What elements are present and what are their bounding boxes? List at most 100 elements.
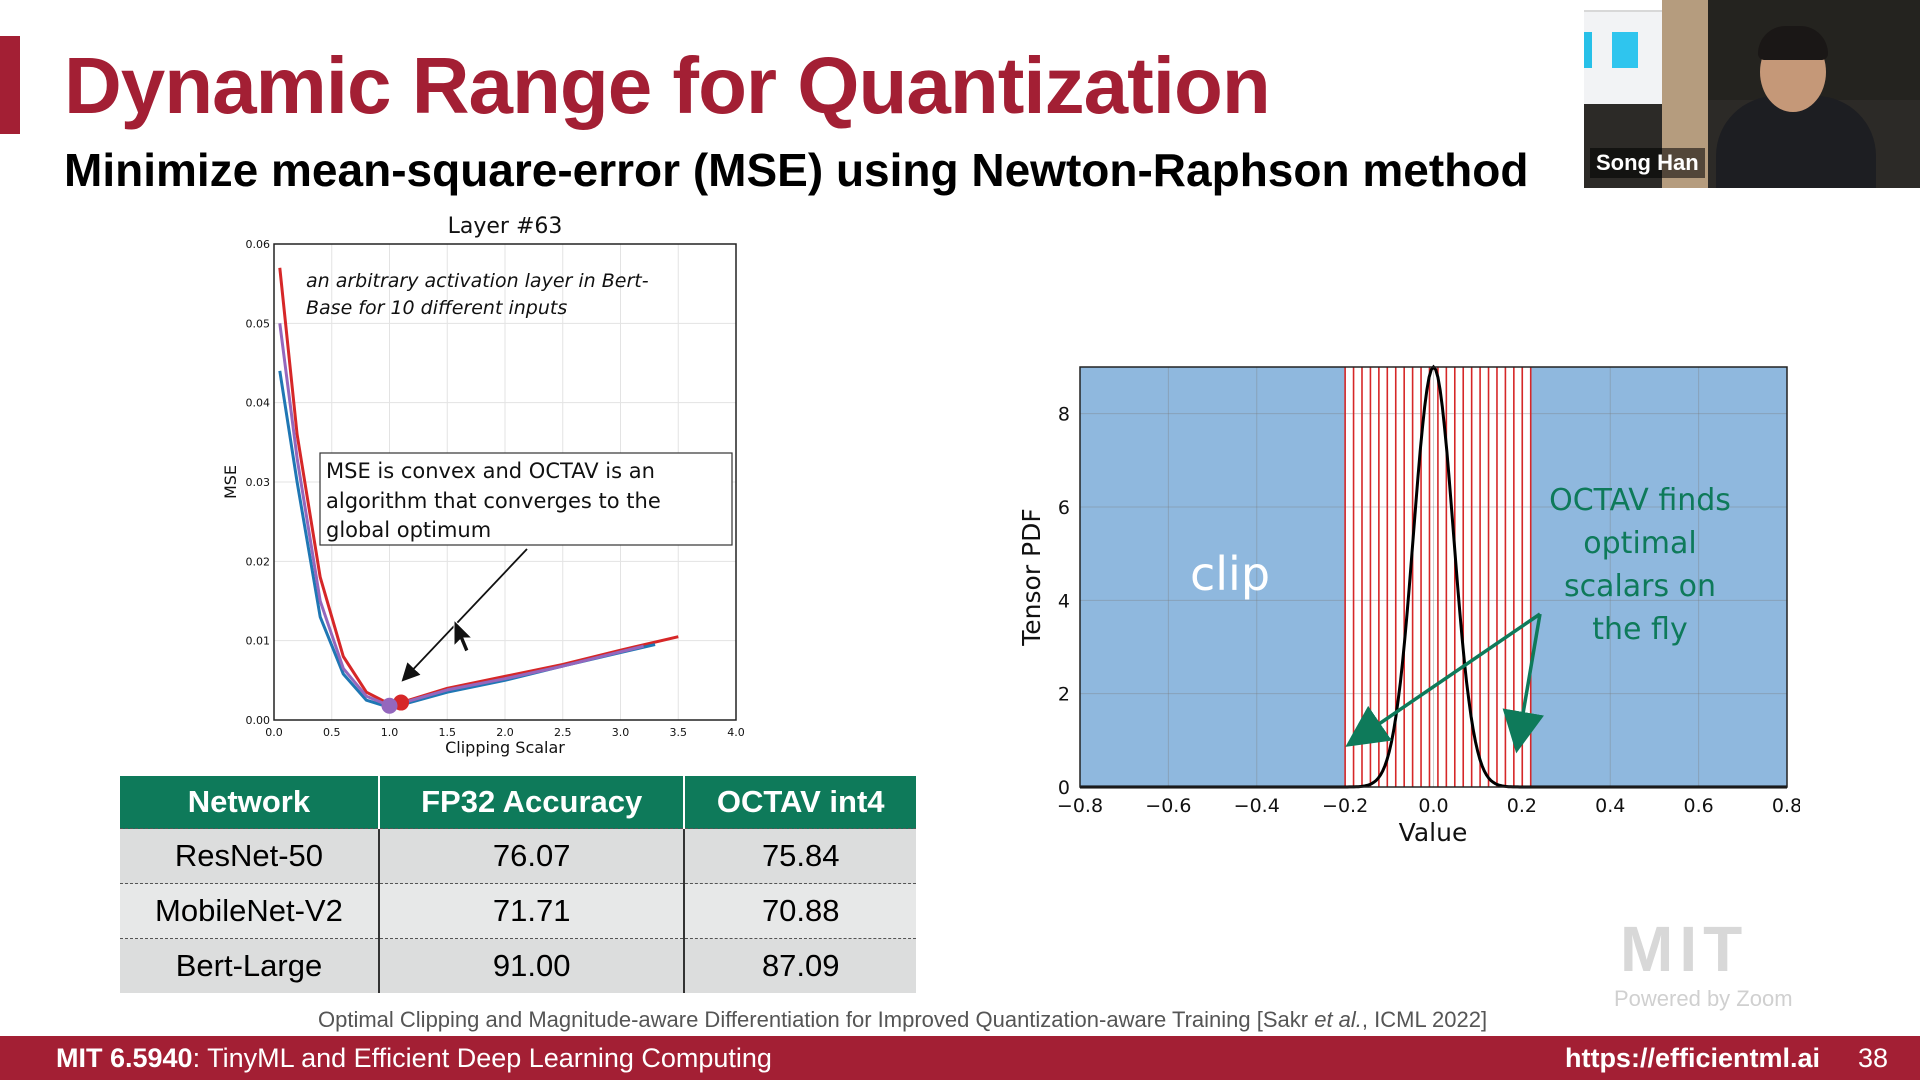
- right-chart-frame: [1079, 366, 1788, 788]
- table-cell: 91.00: [378, 938, 686, 993]
- octav-arrow-right: [1502, 613, 1544, 754]
- left-chart-x-label: Clipping Scalar: [445, 738, 565, 757]
- x-tick-label: 3.0: [612, 726, 630, 739]
- octav-note-line1: OCTAV finds: [1549, 483, 1731, 518]
- slide-subtitle: Minimize mean-square-error (MSE) using N…: [64, 144, 1529, 196]
- speaker-name-label: Song Han: [1590, 148, 1705, 178]
- y-tick-label: 6: [1058, 497, 1070, 519]
- table-header-network: Network: [120, 776, 380, 829]
- powered-by-zoom-text: Powered by Zoom: [1614, 986, 1793, 1011]
- table-header-octav: OCTAV int4: [684, 776, 916, 829]
- speaker-video-thumbnail[interactable]: Song Han: [1584, 0, 1920, 188]
- x-tick-label: 0.5: [323, 726, 341, 739]
- x-tick-label: 1.5: [439, 726, 457, 739]
- right-chart-x-ticks: −0.8 −0.6 −0.4 −0.2 0.0 0.2 0.4 0.6 0.8: [1057, 795, 1800, 817]
- optimum-marker: [381, 697, 398, 714]
- octav-note-line2: optimal: [1583, 526, 1696, 561]
- x-tick-label: 0.4: [1595, 795, 1625, 817]
- y-tick-label: 0.03: [246, 476, 271, 489]
- left-chart-caption-line2: Base for 10 different inputs: [306, 297, 567, 319]
- table-cell: 70.88: [684, 883, 916, 939]
- x-tick-label: 0.0: [265, 726, 283, 739]
- callout-box: [319, 452, 733, 546]
- y-tick-label: 0.06: [246, 238, 271, 251]
- table-cell: 75.84: [684, 828, 916, 884]
- clip-label: clip: [1190, 547, 1270, 601]
- y-tick-label: 0.05: [246, 317, 271, 330]
- x-tick-label: −0.4: [1234, 795, 1280, 817]
- left-chart-x-ticks: 0.0 0.5 1.0 1.5 2.0 2.5 3.0 3.5 4.0: [265, 726, 745, 739]
- callout-line3: global optimum: [326, 518, 491, 542]
- clip-regions: [1080, 367, 1787, 787]
- table-cell: 71.71: [378, 883, 686, 939]
- watermark: MIT Powered by Zoom: [1614, 912, 1793, 1012]
- clip-region: [1530, 367, 1787, 787]
- mouse-cursor-icon: [453, 618, 474, 653]
- citation-suffix: , ICML 2022]: [1361, 1007, 1488, 1032]
- citation-etal: et al.: [1314, 1007, 1362, 1032]
- clip-region: [1080, 367, 1346, 787]
- right-chart-y-label: Tensor PDF: [1017, 508, 1046, 647]
- x-tick-label: 3.5: [670, 726, 688, 739]
- table-row: Bert-Large 91.00 87.09: [120, 938, 916, 993]
- left-chart-markers: [381, 694, 410, 714]
- left-chart-caption-line1: an arbitrary activation layer in Bert-: [306, 270, 649, 292]
- table-row: ResNet-50 76.07 75.84: [120, 828, 916, 884]
- octav-arrow-left: [1345, 612, 1541, 747]
- left-chart-frame: [273, 243, 737, 721]
- table-cell: MobileNet-V2: [120, 883, 380, 939]
- x-tick-label: 4.0: [727, 726, 745, 739]
- x-tick-label: −0.8: [1057, 795, 1103, 817]
- right-chart-y-ticks: 0 2 4 6 8: [1058, 404, 1070, 799]
- x-tick-label: 1.0: [381, 726, 399, 739]
- footer-course-code: MIT 6.5940: [56, 1043, 193, 1073]
- right-chart-x-label: Value: [1399, 818, 1468, 847]
- x-tick-label: 0.8: [1772, 795, 1800, 817]
- callout-arrow: [401, 548, 528, 682]
- x-tick-label: 2.0: [496, 726, 514, 739]
- citation: Optimal Clipping and Magnitude-aware Dif…: [318, 1007, 1487, 1033]
- x-tick-label: 0.6: [1684, 795, 1714, 817]
- table-header-row: Network FP32 Accuracy OCTAV int4: [120, 776, 916, 829]
- tensor-pdf-chart: −0.8 −0.6 −0.4 −0.2 0.0 0.2 0.4 0.6 0.8 0 2 4 6 8 Va…: [1017, 364, 1800, 847]
- slide-page-number: 38: [1857, 1043, 1888, 1073]
- x-tick-label: −0.2: [1322, 795, 1368, 817]
- projector-screen: [1584, 0, 1662, 104]
- table-cell: ResNet-50: [120, 828, 380, 884]
- y-tick-label: 4: [1058, 590, 1070, 612]
- accuracy-table: Network FP32 Accuracy OCTAV int4 ResNet-…: [120, 776, 916, 993]
- y-tick-label: 8: [1058, 404, 1070, 426]
- y-tick-label: 0.02: [246, 555, 271, 568]
- y-tick-label: 0.04: [246, 397, 271, 410]
- title-accent-bar: [0, 36, 20, 134]
- table-cell: 87.09: [684, 938, 916, 993]
- footer-url-link[interactable]: https://efficientml.ai: [1564, 1043, 1820, 1073]
- y-tick-label: 2: [1058, 684, 1070, 706]
- left-chart-y-label: MSE: [221, 465, 240, 499]
- left-chart-y-ticks: 0.00 0.01 0.02 0.03 0.04 0.05 0.06: [246, 238, 271, 727]
- y-tick-label: 0.01: [246, 635, 271, 648]
- x-tick-label: −0.6: [1145, 795, 1191, 817]
- callout-line1: MSE is convex and OCTAV is an: [326, 459, 655, 483]
- x-tick-label: 0.2: [1507, 795, 1537, 817]
- citation-prefix: Optimal Clipping and Magnitude-aware Dif…: [318, 1007, 1315, 1032]
- speaker-hair: [1758, 26, 1828, 60]
- table-header-fp32: FP32 Accuracy: [378, 776, 686, 829]
- callout-line2: algorithm that converges to the: [326, 489, 661, 513]
- slide-title: Dynamic Range for Quantization: [64, 41, 1271, 130]
- table-row: MobileNet-V2 71.71 70.88: [120, 883, 916, 939]
- footer-course-title: : TinyML and Efficient Deep Learning Com…: [192, 1043, 772, 1073]
- y-tick-label: 0.00: [246, 714, 271, 727]
- quantization-lines: [1344, 367, 1532, 787]
- mse-vs-clipping-chart: Layer #63 0.0 0.5 1.0 1.5 2.0 2.5 3.0 3.5 4.0 0.…: [221, 215, 745, 757]
- octav-note-line4: the fly: [1592, 612, 1687, 647]
- left-chart-title: Layer #63: [448, 215, 563, 239]
- table-cell: 76.07: [378, 828, 686, 884]
- y-tick-label: 0: [1058, 777, 1070, 799]
- x-tick-label: 0.0: [1418, 795, 1448, 817]
- footer-course: MIT 6.5940: TinyML and Efficient Deep Le…: [56, 1043, 772, 1074]
- footer-bar: MIT 6.5940: TinyML and Efficient Deep Le…: [0, 1036, 1920, 1080]
- octav-note-line3: scalars on: [1564, 569, 1716, 604]
- table-cell: Bert-Large: [120, 938, 380, 993]
- mit-logo-icon: MIT: [1620, 913, 1749, 985]
